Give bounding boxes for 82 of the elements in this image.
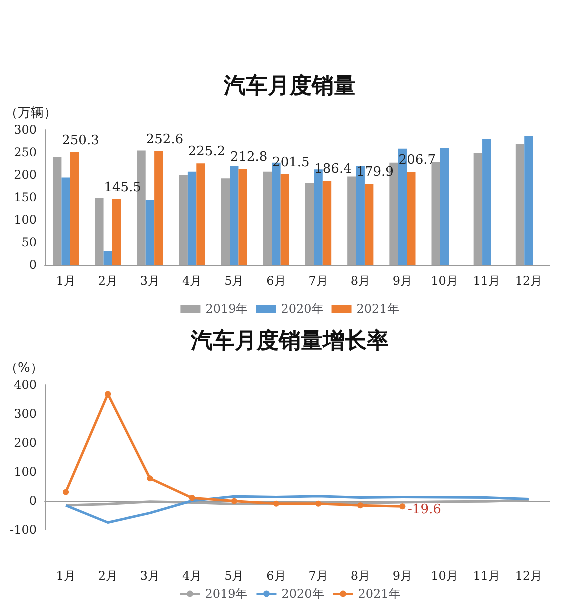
- x-tick-label: 6月: [266, 274, 286, 288]
- bar: [188, 172, 197, 265]
- bar: [146, 200, 155, 265]
- data-label: 186.4: [314, 162, 352, 178]
- x-tick-label: 1月: [56, 569, 76, 583]
- x-tick-label: 6月: [266, 569, 286, 583]
- legend-label: 2019年: [205, 587, 248, 601]
- y-tick-label: 0: [29, 494, 37, 508]
- x-tick-label: 3月: [140, 274, 160, 288]
- bar: [238, 169, 248, 265]
- data-label: -19.6: [408, 502, 442, 518]
- x-tick-label: 7月: [308, 274, 328, 288]
- data-label: 250.3: [62, 133, 100, 148]
- y-tick-label: 100: [14, 213, 37, 227]
- x-tick-label: 4月: [182, 274, 202, 288]
- x-tick-label: 2月: [98, 274, 118, 288]
- legend-label: 2021年: [356, 302, 400, 316]
- y-tick-label: 50: [22, 236, 37, 250]
- x-tick-label: 2月: [98, 569, 118, 583]
- y-tick-label: 200: [14, 436, 37, 450]
- bar: [524, 136, 534, 265]
- y-tick-label: 300: [14, 407, 37, 421]
- bar: [230, 166, 239, 265]
- point: [105, 391, 112, 398]
- point: [273, 500, 280, 507]
- line-series: [64, 495, 530, 524]
- data-label: 212.8: [230, 150, 268, 166]
- point: [400, 504, 406, 510]
- x-tick-label: 11月: [473, 274, 501, 288]
- point: [147, 476, 154, 482]
- data-label: 225.2: [188, 144, 226, 160]
- bar: [280, 174, 290, 265]
- y-tick-label: 0: [29, 258, 37, 272]
- x-tick-label: 9月: [392, 569, 413, 583]
- point: [63, 489, 70, 496]
- legend-label: 2021年: [358, 587, 401, 601]
- y-tick-label: 200: [14, 168, 37, 182]
- bar: [322, 181, 332, 265]
- x-tick-label: 5月: [224, 569, 244, 583]
- x-tick-label: 5月: [224, 274, 244, 288]
- y-tick-label: 250: [14, 146, 37, 160]
- bar: [482, 139, 492, 265]
- point: [189, 495, 196, 502]
- y-axis-title: （万辆）: [5, 106, 57, 121]
- bar: [407, 172, 416, 265]
- bar: [112, 200, 122, 265]
- x-tick-label: 10月: [431, 569, 458, 583]
- legend-label: 2019年: [206, 302, 248, 316]
- bar: [104, 251, 112, 265]
- x-tick-label: 3月: [140, 569, 160, 583]
- legend-label: 2020年: [281, 302, 324, 316]
- x-tick-label: 4月: [182, 569, 202, 583]
- x-tick-label: 8月: [350, 569, 370, 583]
- x-tick-label: 1月: [56, 274, 76, 288]
- data-label: 252.6: [146, 132, 184, 148]
- y-tick-label: -100: [10, 523, 37, 537]
- legend-label: 2020年: [282, 587, 324, 601]
- y-axis-title: （%）: [5, 361, 44, 376]
- y-tick-label: 100: [14, 465, 37, 479]
- x-tick-label: 8月: [350, 274, 370, 288]
- x-tick-label: 11月: [473, 569, 501, 583]
- bar: [62, 178, 70, 265]
- x-tick-label: 7月: [308, 569, 328, 583]
- x-tick-label: 12月: [515, 569, 543, 583]
- point: [358, 502, 364, 509]
- chart-title: 汽车月度销量: [223, 73, 356, 99]
- data-label: 145.5: [104, 180, 142, 196]
- point: [316, 500, 322, 507]
- x-tick-label: 9月: [392, 274, 413, 288]
- data-label: 201.5: [272, 155, 310, 170]
- chart-title: 汽车月度销量增长率: [190, 328, 389, 354]
- point: [231, 498, 238, 504]
- bar: [440, 148, 450, 265]
- bar: [364, 184, 374, 265]
- bar: [154, 151, 164, 265]
- y-tick-label: 300: [14, 123, 37, 137]
- bar: [70, 152, 80, 265]
- bar: [196, 164, 206, 265]
- x-tick-label: 12月: [515, 274, 543, 288]
- x-tick-label: 10月: [431, 274, 458, 288]
- y-tick-label: 400: [14, 378, 37, 392]
- y-tick-label: 150: [14, 190, 37, 204]
